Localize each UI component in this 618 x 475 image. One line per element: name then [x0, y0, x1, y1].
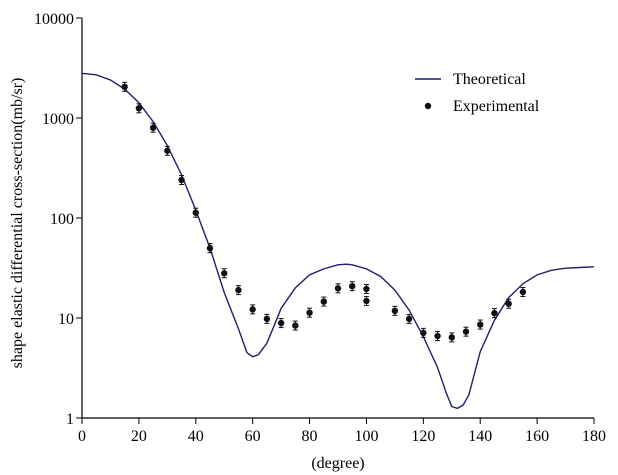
experimental-point	[206, 243, 214, 254]
data-marker	[192, 209, 199, 216]
experimental-point	[477, 319, 484, 330]
data-marker	[320, 298, 327, 305]
experimental-point	[462, 326, 470, 337]
data-marker	[505, 300, 512, 307]
experimental-point	[277, 318, 285, 329]
experimental-point	[178, 174, 185, 185]
data-marker	[164, 147, 171, 154]
data-marker	[263, 315, 271, 323]
data-marker	[363, 285, 370, 293]
theoretical-curve	[81, 72, 595, 410]
legend-experimental-label: Experimental	[453, 98, 540, 115]
x-tick-label: 180	[582, 428, 606, 445]
experimental-point	[434, 331, 441, 342]
experimental-point	[519, 286, 527, 297]
data-marker	[405, 315, 413, 323]
experimental-point	[235, 285, 242, 296]
experimental-point	[249, 304, 256, 315]
experimental-point	[292, 320, 299, 331]
experimental-point	[334, 283, 342, 294]
data-marker	[292, 322, 299, 329]
experimental-point	[306, 307, 313, 318]
data-marker	[477, 321, 484, 328]
data-marker	[221, 270, 228, 277]
data-marker	[519, 288, 527, 296]
experimental-point	[192, 207, 199, 218]
data-marker	[277, 319, 285, 327]
experimental-point	[221, 268, 228, 279]
data-marker	[491, 309, 498, 317]
y-axis-ticks: 1 10 100 1000 10000	[34, 11, 82, 428]
x-axis-label: (degree)	[311, 455, 364, 472]
experimental-point	[149, 122, 157, 133]
x-tick-label: 60	[245, 428, 261, 445]
x-tick-label: 0	[78, 428, 86, 445]
x-tick-label: 20	[131, 428, 147, 445]
y-axis-label: shape elastic differential cross-section…	[9, 78, 26, 369]
experimental-point	[164, 145, 171, 156]
experimental-point	[491, 308, 498, 319]
y-tick-label: 1	[66, 411, 74, 428]
x-tick-label: 160	[525, 428, 549, 445]
experimental-point	[349, 281, 356, 292]
data-marker	[462, 328, 470, 335]
experimental-point	[420, 327, 427, 338]
data-marker	[306, 309, 313, 316]
data-marker	[121, 83, 128, 91]
data-marker	[420, 329, 427, 337]
data-marker	[135, 105, 143, 112]
experimental-point	[263, 313, 271, 324]
experimental-point	[505, 298, 512, 309]
data-marker	[206, 244, 214, 252]
data-marker	[448, 334, 455, 341]
data-marker	[235, 286, 242, 294]
experimental-point	[363, 283, 370, 294]
data-marker	[434, 332, 441, 340]
experimental-point	[391, 305, 399, 316]
experimental-point	[121, 81, 128, 92]
data-marker	[363, 297, 370, 305]
x-tick-label: 100	[354, 428, 378, 445]
legend: Theoretical Experimental	[415, 71, 540, 115]
x-tick-label: 40	[188, 428, 204, 445]
legend-experimental-marker	[424, 102, 432, 110]
y-tick-label: 10	[58, 311, 74, 328]
experimental-point	[448, 332, 455, 343]
experimental-point	[135, 103, 143, 114]
data-marker	[349, 282, 356, 290]
data-marker	[249, 306, 256, 313]
experimental-point	[320, 296, 327, 307]
experimental-point	[405, 313, 413, 324]
x-tick-label: 120	[411, 428, 435, 445]
x-tick-label: 80	[302, 428, 318, 445]
experimental-point	[363, 295, 370, 306]
y-tick-label: 10000	[34, 11, 74, 28]
x-tick-label: 140	[468, 428, 492, 445]
legend-theoretical-label: Theoretical	[453, 71, 526, 88]
data-marker	[334, 285, 342, 292]
data-marker	[391, 307, 399, 315]
plot-series	[81, 72, 595, 410]
y-tick-label: 100	[50, 211, 74, 228]
y-tick-label: 1000	[42, 111, 74, 128]
x-axis-ticks: 0 20 40 60 80 100 120 140 160 180	[78, 418, 606, 445]
data-marker	[149, 124, 157, 131]
data-marker	[178, 176, 185, 184]
